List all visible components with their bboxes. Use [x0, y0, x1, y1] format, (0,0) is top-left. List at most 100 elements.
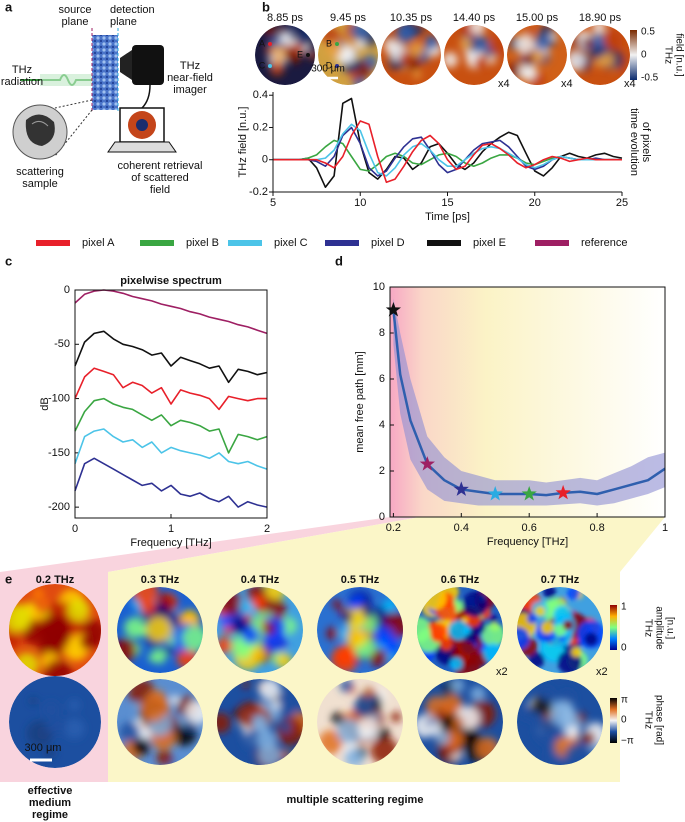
blob [525, 28, 535, 38]
x-tick-label: 5 [270, 197, 276, 209]
series-line [74, 428, 268, 470]
blob [621, 56, 629, 63]
x-axis-label: Frequency [THz] [487, 536, 568, 548]
error-band [393, 298, 665, 506]
blob [560, 689, 575, 704]
blob [531, 50, 544, 63]
colorbar-tick: 0 [621, 643, 627, 654]
blob [132, 587, 158, 605]
field-image [117, 679, 203, 765]
blob [9, 631, 20, 649]
blob [217, 712, 231, 734]
blob [289, 26, 296, 33]
field-image [444, 25, 504, 85]
blob [139, 598, 156, 615]
blob [584, 632, 598, 647]
x-tick-label: 1 [662, 522, 668, 534]
sample-label: sample [22, 178, 57, 190]
star-marker [555, 484, 571, 500]
blob [488, 35, 504, 56]
colorbar-label: THz [642, 711, 653, 729]
image-blobs [9, 588, 101, 676]
blob [565, 725, 580, 739]
blob [336, 644, 357, 665]
blob [124, 617, 145, 639]
blob [443, 728, 464, 750]
blob [241, 626, 260, 645]
blob [67, 598, 91, 622]
field-image [570, 25, 630, 85]
blob [145, 616, 172, 643]
time-label: 18.90 ps [579, 12, 622, 24]
legend-swatch [325, 240, 359, 246]
chart-title: pixelwise spectrum [120, 275, 222, 287]
time-label: 10.35 ps [390, 12, 433, 24]
pixel-label: A [259, 38, 265, 48]
blob [50, 717, 67, 735]
image-blobs [519, 686, 603, 765]
blob [242, 681, 250, 689]
legend-swatch [427, 240, 461, 246]
x-axis-label: Time [ps] [425, 211, 470, 223]
setup-drawing [12, 28, 177, 160]
blob [178, 718, 187, 726]
y-tick-label: 0 [262, 154, 268, 166]
frequency-label: 0.2 THz [36, 574, 75, 586]
gain-label: x2 [496, 666, 508, 678]
y-tick-label: 0 [64, 284, 70, 296]
colorbar-label: amplitude [653, 606, 664, 650]
blob [269, 708, 281, 720]
frequency-label: 0.5 THz [341, 574, 380, 586]
y2-label: time evolution [628, 108, 640, 176]
blob [185, 700, 203, 724]
colorbar-tick: -0.5 [641, 73, 659, 84]
plot-frame [74, 289, 268, 519]
field-image [417, 587, 503, 673]
blob [79, 633, 96, 650]
image-blobs [117, 587, 203, 669]
colorbar [630, 30, 637, 80]
pixel-dot [335, 42, 339, 46]
legend-label: pixel E [473, 237, 506, 249]
image-blobs [417, 587, 503, 673]
series-line [392, 309, 666, 497]
blob [119, 722, 141, 743]
field-image [317, 679, 403, 765]
image-blobs [318, 679, 402, 765]
colorbar-label: phase [rad] [653, 695, 664, 745]
phase-colorbar [610, 698, 617, 743]
blob [284, 47, 299, 62]
blob [44, 723, 52, 732]
blob [341, 611, 353, 623]
series-line [273, 126, 622, 177]
blob [435, 730, 450, 746]
blob [140, 696, 167, 723]
star-marker [385, 302, 401, 317]
blob [518, 62, 537, 81]
pixel-dot [306, 53, 310, 57]
blob [549, 32, 558, 41]
time-label: 14.40 ps [453, 12, 496, 24]
plot-frame [389, 286, 666, 518]
legend-swatch [36, 240, 70, 246]
x-tick-label: 1 [168, 523, 174, 535]
legend-swatch [140, 240, 174, 246]
blob [582, 36, 595, 49]
star-marker [419, 456, 435, 471]
detection-plane-label: plane [110, 16, 137, 28]
blob [593, 59, 600, 66]
star-marker [521, 486, 537, 501]
blob [32, 588, 45, 600]
panel-label: d [335, 253, 343, 268]
blob [412, 70, 422, 79]
wedge-yellow [108, 517, 665, 572]
blob [68, 699, 80, 711]
blob [373, 625, 394, 646]
blob [249, 646, 266, 663]
blob [399, 51, 414, 66]
scale-label: 300 μm [25, 742, 62, 754]
gain-label: x4 [561, 78, 573, 90]
blob [151, 649, 167, 664]
panel-label: a [5, 0, 13, 14]
blob [450, 657, 463, 671]
